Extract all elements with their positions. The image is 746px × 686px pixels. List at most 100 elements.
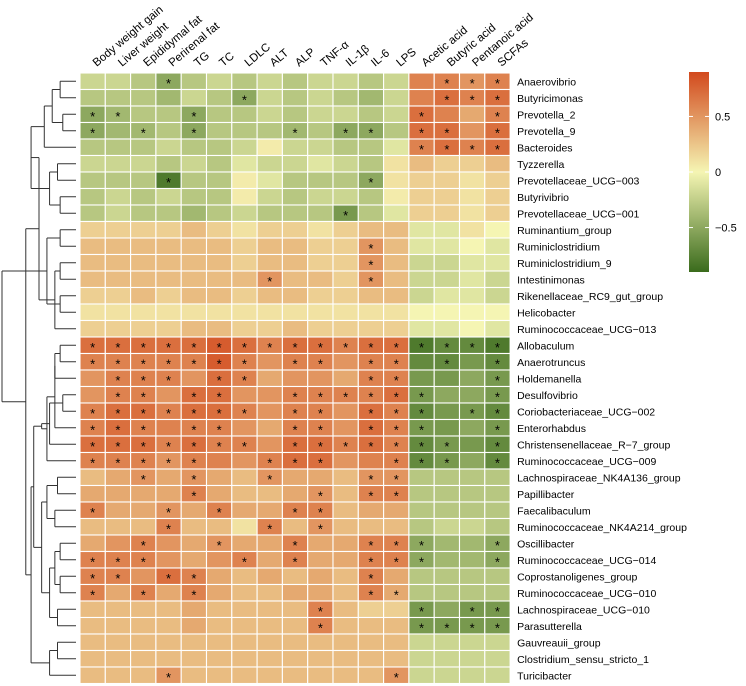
heatmap-cell <box>256 534 283 553</box>
heatmap-cell <box>256 303 283 322</box>
heatmap-cell <box>79 616 106 635</box>
heatmap-cell <box>408 220 435 239</box>
heatmap-cell <box>408 237 435 256</box>
heatmap-cell <box>231 517 258 536</box>
heatmap-cell <box>408 583 435 602</box>
legend-tick-label: −0.5 <box>715 223 737 235</box>
significance-star: * <box>166 340 171 355</box>
significance-star: * <box>495 406 500 421</box>
heatmap-cell <box>256 204 283 223</box>
significance-star: * <box>293 455 298 470</box>
significance-star: * <box>394 554 399 569</box>
heatmap-cell <box>408 253 435 272</box>
heatmap-cell <box>458 567 486 586</box>
significance-star: * <box>293 340 298 355</box>
significance-star: * <box>242 439 247 454</box>
heatmap-cell <box>104 204 132 223</box>
row-label: Lachnospiraceae_UCG−010 <box>517 604 650 616</box>
heatmap-cell <box>332 220 359 239</box>
heatmap-cell <box>205 633 233 652</box>
heatmap-cell <box>484 649 511 668</box>
heatmap-cell <box>231 286 258 305</box>
heatmap-cell <box>458 286 486 305</box>
significance-star: * <box>90 587 95 602</box>
significance-star: * <box>343 389 348 404</box>
significance-star: * <box>267 455 272 470</box>
heatmap-cell <box>104 270 132 289</box>
heatmap-cell <box>130 105 157 124</box>
heatmap-cell <box>458 666 486 685</box>
heatmap-cell <box>332 616 359 635</box>
heatmap-cell <box>307 534 334 553</box>
significance-star: * <box>444 439 449 454</box>
heatmap-cell <box>104 616 132 635</box>
heatmap-cell <box>433 501 461 520</box>
significance-star: * <box>394 389 399 404</box>
heatmap-cell <box>383 204 410 223</box>
heatmap-cell <box>332 319 359 338</box>
significance-star: * <box>217 356 222 371</box>
heatmap-cell <box>256 649 283 668</box>
significance-star: * <box>368 175 373 190</box>
heatmap-cell <box>256 121 283 140</box>
heatmap-cell <box>332 600 359 619</box>
significance-star: * <box>191 488 196 503</box>
row-label: Ruminococcaceae_UCG−010 <box>517 588 656 600</box>
significance-star: * <box>368 356 373 371</box>
significance-star: * <box>166 521 171 536</box>
significance-star: * <box>267 274 272 289</box>
column-label: IL-6 <box>369 47 392 69</box>
heatmap-cell <box>104 649 132 668</box>
row-label: Papillibacter <box>517 489 575 501</box>
significance-star: * <box>368 340 373 355</box>
significance-star: * <box>318 439 323 454</box>
heatmap-cell <box>307 666 334 685</box>
significance-star: * <box>318 356 323 371</box>
row-label: Ruminiclostridium <box>517 241 600 253</box>
heatmap-cell <box>79 204 106 223</box>
significance-star: * <box>115 356 120 371</box>
row-label: Faecalibaculum <box>517 505 591 517</box>
heatmap-cell <box>205 550 233 569</box>
heatmap-cell <box>383 171 410 190</box>
heatmap-cell <box>104 600 132 619</box>
heatmap-cell <box>433 237 461 256</box>
heatmap-cell <box>433 418 461 437</box>
heatmap-cell <box>256 567 283 586</box>
row-label: Lachnospiraceae_NK4A136_group <box>517 472 681 484</box>
heatmap-cell <box>433 666 461 685</box>
heatmap-cell <box>231 270 258 289</box>
heatmap-cell <box>231 220 258 239</box>
significance-star: * <box>166 406 171 421</box>
heatmap-cell <box>231 583 258 602</box>
heatmap-cell <box>180 270 208 289</box>
heatmap-cell <box>281 204 309 223</box>
significance-star: * <box>141 439 146 454</box>
significance-star: * <box>141 406 146 421</box>
heatmap-cell <box>383 600 410 619</box>
heatmap-cell <box>332 171 359 190</box>
heatmap-cell <box>79 253 106 272</box>
row-label: Ruminococcaceae_UCG−013 <box>517 324 656 336</box>
heatmap-cell <box>383 237 410 256</box>
significance-star: * <box>444 620 449 635</box>
significance-star: * <box>318 389 323 404</box>
heatmap-cell <box>458 187 486 206</box>
heatmap-cell <box>205 286 233 305</box>
significance-star: * <box>141 554 146 569</box>
heatmap-cell <box>332 369 359 388</box>
significance-star: * <box>495 389 500 404</box>
heatmap-cell <box>332 501 359 520</box>
heatmap-cell <box>180 550 208 569</box>
heatmap-cell <box>332 418 359 437</box>
heatmap-cell <box>357 138 385 157</box>
heatmap-cell <box>408 501 435 520</box>
significance-star: * <box>394 488 399 503</box>
significance-star: * <box>115 554 120 569</box>
significance-markers: * * * ** * * ** * * * ** * * * * * * * ** * * ** ***** ** * * * * * *… <box>90 76 500 685</box>
heatmap-cell <box>281 72 309 91</box>
significance-star: * <box>166 670 171 685</box>
heatmap-cell <box>256 484 283 503</box>
color-legend: 0.5 0 −0.5 <box>689 72 737 272</box>
significance-star: * <box>191 455 196 470</box>
